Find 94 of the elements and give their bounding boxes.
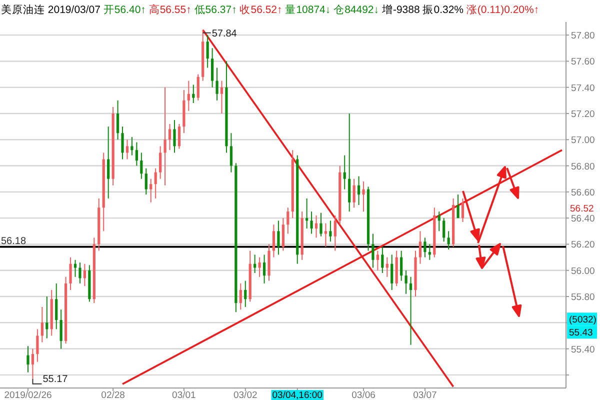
candlestick — [130, 136, 134, 156]
candlestick — [381, 246, 384, 274]
candlestick — [135, 142, 138, 166]
candlestick — [159, 146, 162, 180]
candlestick — [272, 224, 276, 258]
y-tick-label: 55.80 — [571, 292, 595, 303]
candlestick — [310, 211, 313, 234]
candlestick — [372, 233, 374, 268]
candlestick — [239, 282, 242, 310]
y-tick-label: 57.60 — [571, 56, 595, 68]
candlestick — [154, 168, 157, 199]
candlestick — [324, 222, 328, 248]
x-tick-label: 02/28 — [101, 390, 125, 400]
candlestick — [187, 80, 190, 112]
candlestick — [140, 152, 143, 180]
candlestick — [343, 154, 346, 190]
candlestick — [121, 126, 124, 160]
candlestick — [69, 256, 72, 290]
x-tick-label: 2019/02/26 — [4, 390, 52, 400]
candlestick — [173, 120, 176, 154]
candlestick — [357, 176, 360, 206]
candlestick — [329, 220, 332, 242]
candlestick — [78, 262, 82, 284]
candlestick — [206, 34, 209, 68]
candlestick — [409, 276, 412, 346]
candlestick — [447, 230, 450, 250]
candlestick — [40, 306, 44, 343]
candlestick — [404, 270, 408, 294]
y-tick-label: 56.80 — [571, 161, 595, 172]
candlestick — [46, 296, 48, 339]
candlestick — [400, 250, 403, 282]
y-tick-label: 56.00 — [571, 266, 595, 277]
candlestick — [178, 123, 181, 150]
candlestick — [314, 214, 318, 238]
x-tick-label: 03/06 — [352, 390, 376, 400]
candlestick — [244, 280, 247, 308]
y-tick-label: 56.20 — [571, 240, 595, 251]
candlestick — [362, 180, 365, 212]
candlestick — [438, 211, 440, 232]
candlestick — [168, 123, 172, 151]
y-tick-label: 55.40 — [571, 344, 595, 356]
text: (5032) — [569, 314, 596, 326]
candlestick — [262, 254, 266, 284]
y-tick-label: 56.60 — [571, 187, 595, 198]
candlestick — [107, 126, 110, 199]
candlestick — [55, 282, 58, 330]
candlestick — [36, 328, 39, 362]
candlestick — [334, 214, 336, 252]
chart-title: 美原油连 2019/03/07 开56.40↑ 高56.55↑ 低56.37↑ 收56.52↑ 量10874↓ 仓84492↓ 增-9388 振0.32% 涨(0.11)0.20%↑ — [1, 4, 540, 16]
candlestick — [116, 100, 120, 140]
candlestick — [376, 250, 379, 271]
x-tick-label: 03/01 — [172, 390, 196, 400]
candlestick — [144, 168, 148, 196]
x-tick-label: 03/07 — [413, 390, 437, 400]
x-tick-label: 03/02 — [233, 390, 258, 400]
candlestick — [220, 80, 224, 114]
y-tick-label: 57.40 — [571, 82, 595, 94]
candlestick — [196, 74, 200, 101]
candlestick — [348, 113, 351, 212]
candlestick — [150, 178, 152, 203]
candlestick — [418, 230, 422, 264]
candlestick — [461, 198, 464, 222]
candlestick — [428, 244, 431, 260]
y-tick-label: 57.20 — [571, 109, 595, 120]
candlestick — [282, 218, 284, 252]
candlestick — [390, 254, 394, 290]
text: 55.43 — [569, 328, 593, 339]
candlestick — [83, 263, 86, 287]
candlestick — [258, 256, 261, 278]
candlestick — [277, 220, 280, 256]
annotation: 55.17 — [42, 374, 68, 385]
candlestick — [126, 139, 129, 160]
y-tick-label: 56.40 — [571, 214, 595, 225]
candlestick — [31, 348, 34, 380]
candlestick — [306, 198, 308, 230]
candlestick — [320, 212, 322, 237]
candlestick — [352, 178, 356, 208]
y-tick-label: 57.00 — [571, 135, 595, 146]
candlestick — [60, 309, 62, 350]
ref-line-label: 56.18 — [1, 236, 26, 247]
text: 56.52 — [570, 203, 594, 214]
y-tick-label: 57.80 — [571, 30, 595, 42]
candlestick — [211, 48, 214, 88]
x-tick-label: 03/04,16:00 — [272, 390, 322, 400]
candlestick — [442, 218, 446, 242]
annotation: 57.84 — [212, 28, 238, 40]
candlestick — [456, 194, 460, 219]
candlestick — [164, 86, 166, 186]
candlestick — [192, 84, 195, 104]
candlestick — [26, 346, 30, 373]
candlestick — [424, 237, 426, 258]
candlestick — [216, 67, 218, 101]
candlestick — [286, 207, 290, 234]
candlestick — [230, 132, 233, 173]
